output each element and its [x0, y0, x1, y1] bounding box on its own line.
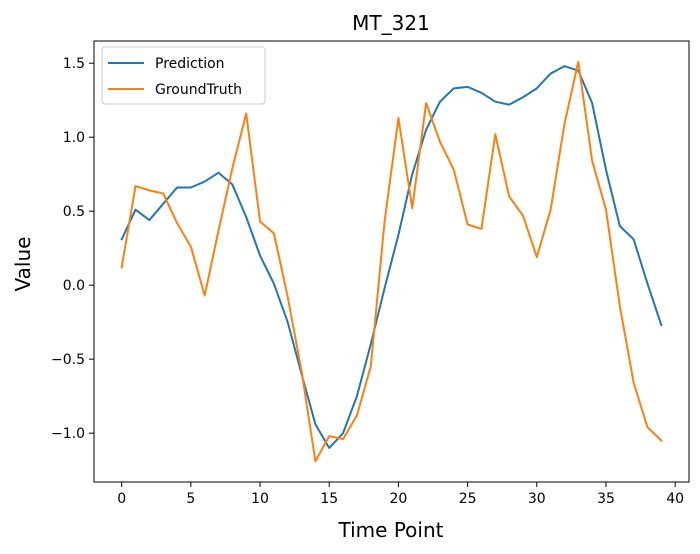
y-tick-label: 0.5: [63, 204, 85, 220]
y-axis: −1.0 −0.5 0.0 0.5 1.0 1.5: [51, 56, 94, 442]
x-tick-label: 5: [186, 491, 195, 507]
legend: Prediction GroundTruth: [101, 46, 266, 105]
x-tick-label: 0: [117, 491, 126, 507]
y-tick-label: 1.5: [63, 56, 85, 72]
legend-label-groundtruth: GroundTruth: [155, 82, 242, 98]
x-tick-label: 20: [390, 491, 408, 507]
x-tick-label: 40: [666, 491, 684, 507]
y-tick-label: −1.0: [51, 426, 85, 442]
y-tick-label: −0.5: [51, 352, 85, 368]
x-tick-label: 30: [528, 491, 546, 507]
y-tick-label: 0.0: [63, 278, 85, 294]
chart-title: MT_321: [352, 11, 430, 35]
series-line-prediction: [120, 65, 663, 449]
y-axis-label: Value: [11, 237, 35, 292]
x-tick-label: 15: [320, 491, 338, 507]
plot-area: [93, 40, 690, 483]
x-axis: 0 5 10 15 20 25 30 35 40: [117, 482, 684, 507]
x-tick-label: 10: [251, 491, 269, 507]
plot-frame: [93, 40, 690, 483]
x-tick-label: 25: [459, 491, 477, 507]
x-axis-label: Time Point: [338, 518, 444, 542]
x-tick-label: 35: [597, 491, 615, 507]
legend-label-prediction: Prediction: [155, 56, 225, 72]
series-line-groundtruth: [120, 60, 663, 463]
y-tick-label: 1.0: [63, 130, 85, 146]
